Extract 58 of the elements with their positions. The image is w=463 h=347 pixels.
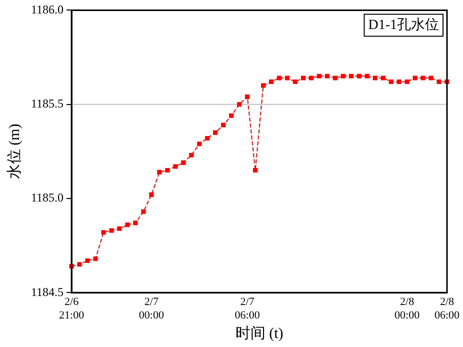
point: [332, 76, 338, 80]
point: [141, 209, 146, 214]
x-tick-label: 2/8 06:00: [434, 296, 460, 322]
point: [245, 94, 250, 100]
point: [213, 130, 218, 135]
y-axis-title: 水位 (m): [6, 124, 23, 180]
y-tick-label: 1186.0: [30, 2, 64, 16]
x-tick-label: 2/8 00:00: [394, 296, 420, 322]
point: [253, 168, 258, 172]
y-tick-label: 1185.0: [30, 190, 64, 205]
point: [388, 79, 394, 84]
point: [149, 192, 154, 197]
text: D1-1孔水位: [368, 16, 440, 33]
point: [316, 74, 322, 78]
point: [412, 76, 418, 80]
point: [276, 76, 282, 80]
point: [229, 113, 234, 118]
point: [308, 76, 314, 80]
point: [181, 160, 186, 165]
point: [173, 164, 178, 169]
x-tick-label: 2/6 21:00: [59, 296, 85, 322]
point: [197, 142, 202, 146]
point: [125, 222, 130, 228]
point: [428, 76, 434, 80]
point: [205, 136, 210, 140]
point: [436, 79, 442, 84]
point: [380, 76, 386, 80]
x-axis-title: 时间 (t): [235, 324, 284, 342]
point: [292, 79, 298, 84]
point: [133, 220, 138, 226]
point: [420, 76, 426, 80]
point: [364, 74, 370, 78]
point: [340, 74, 346, 78]
x-tick-label: 2/7 06:00: [234, 296, 260, 322]
point: [348, 74, 354, 78]
y-tick-label: 1185.5: [30, 96, 64, 110]
point: [237, 102, 242, 107]
y-tick-label: 1184.5: [30, 284, 64, 299]
point: [372, 76, 378, 80]
point: [109, 228, 114, 233]
point: [404, 79, 410, 84]
point: [157, 170, 162, 174]
point: [284, 76, 290, 80]
point: [165, 168, 170, 172]
point: [268, 79, 274, 84]
point: [117, 226, 122, 231]
point: [85, 258, 90, 263]
point: [189, 152, 194, 158]
point: [396, 79, 402, 84]
point: [300, 76, 306, 80]
point: [261, 83, 266, 88]
point: [77, 262, 82, 267]
point: [356, 74, 362, 78]
point: [101, 230, 106, 235]
point: [324, 74, 330, 78]
point: [221, 122, 226, 128]
x-tick-label: 2/7 00:00: [138, 296, 164, 322]
point: [93, 256, 98, 261]
